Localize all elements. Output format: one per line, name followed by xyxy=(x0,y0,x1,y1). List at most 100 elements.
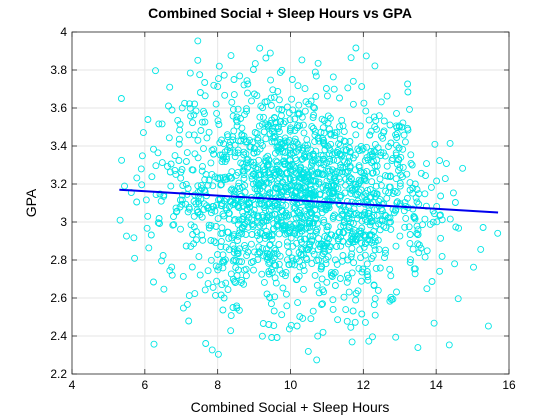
scatter-point xyxy=(260,128,268,136)
scatter-point xyxy=(268,211,276,219)
scatter-point xyxy=(436,267,444,275)
scatter-point xyxy=(308,158,316,166)
scatter-point xyxy=(333,157,341,165)
scatter-point xyxy=(144,116,152,123)
scatter-point xyxy=(273,201,281,209)
scatter-point xyxy=(192,107,200,115)
scatter-point xyxy=(182,200,190,208)
scatter-point xyxy=(298,224,306,232)
scatter-point xyxy=(212,291,219,299)
scatter-point xyxy=(391,188,399,195)
scatter-point xyxy=(197,127,205,134)
scatter-point xyxy=(164,162,171,170)
scatter-point xyxy=(298,171,306,179)
scatter-point xyxy=(340,128,348,136)
scatter-point xyxy=(218,224,226,232)
scatter-point xyxy=(369,169,376,177)
scatter-point xyxy=(386,172,394,180)
scatter-point xyxy=(230,277,238,285)
scatter-point xyxy=(167,160,175,168)
scatter-point xyxy=(233,113,241,121)
scatter-point xyxy=(263,213,271,220)
scatter-point xyxy=(365,337,373,345)
scatter-point xyxy=(235,179,243,187)
scatter-point xyxy=(386,297,394,305)
scatter-point xyxy=(275,241,283,248)
scatter-point xyxy=(319,250,327,258)
scatter-point xyxy=(396,163,404,171)
scatter-point xyxy=(312,227,320,234)
scatter-point xyxy=(286,127,294,135)
scatter-point xyxy=(371,62,379,70)
x-tick-label: 6 xyxy=(141,378,148,392)
scatter-point xyxy=(320,129,328,137)
scatter-point xyxy=(298,184,306,192)
scatter-point xyxy=(382,212,390,220)
scatter-point xyxy=(267,94,275,102)
scatter-point xyxy=(421,215,429,223)
scatter-point xyxy=(348,338,356,346)
scatter-point xyxy=(370,301,378,309)
scatter-point xyxy=(285,211,293,219)
scatter-point xyxy=(410,214,418,222)
scatter-point xyxy=(154,149,162,157)
scatter-point xyxy=(252,178,260,186)
scatter-point xyxy=(270,245,278,253)
scatter-point xyxy=(347,323,355,331)
scatter-point xyxy=(371,238,379,246)
scatter-point xyxy=(259,320,267,327)
scatter-point xyxy=(278,66,286,74)
scatter-point xyxy=(377,181,385,189)
scatter-point xyxy=(230,76,238,83)
scatter-point xyxy=(220,71,228,79)
scatter-point xyxy=(300,267,308,275)
scatter-point xyxy=(240,151,248,159)
scatter-point xyxy=(323,223,331,231)
scatter-point xyxy=(363,218,371,226)
scatter-point xyxy=(238,276,246,284)
scatter-point xyxy=(368,255,376,263)
scatter-point xyxy=(262,135,270,143)
scatter-point xyxy=(142,196,150,204)
scatter-point xyxy=(243,195,251,203)
scatter-point xyxy=(182,242,190,250)
scatter-point xyxy=(190,212,198,220)
scatter-point xyxy=(233,272,241,279)
scatter-point xyxy=(155,215,163,222)
scatter-point xyxy=(349,77,357,85)
scatter-point xyxy=(423,285,431,293)
scatter-point xyxy=(389,190,397,198)
scatter-point xyxy=(318,204,325,212)
scatter-point xyxy=(185,205,193,213)
scatter-point xyxy=(186,100,194,108)
scatter-point xyxy=(446,215,454,223)
scatter-point xyxy=(271,293,279,301)
scatter-point xyxy=(373,156,381,164)
scatter-point xyxy=(178,166,186,173)
scatter-point xyxy=(331,256,339,264)
scatter-point xyxy=(375,246,383,254)
scatter-point xyxy=(431,140,439,148)
scatter-point xyxy=(400,131,408,139)
scatter-point xyxy=(406,179,414,187)
scatter-point xyxy=(270,113,278,121)
scatter-point xyxy=(282,290,290,298)
scatter-point xyxy=(382,224,390,232)
scatter-point xyxy=(318,301,326,308)
scatter-point xyxy=(234,232,242,240)
scatter-point xyxy=(290,210,298,218)
scatter-point xyxy=(281,183,289,191)
scatter-point xyxy=(299,262,307,269)
scatter-point xyxy=(241,182,249,189)
scatter-point xyxy=(266,294,274,301)
scatter-point xyxy=(358,239,366,247)
scatter-point xyxy=(406,231,414,238)
scatter-point xyxy=(166,168,174,176)
scatter-point xyxy=(214,215,222,223)
scatter-point xyxy=(244,156,252,164)
scatter-point xyxy=(327,182,335,190)
scatter-point xyxy=(217,237,225,245)
scatter-point xyxy=(357,277,365,285)
scatter-point xyxy=(274,87,282,95)
scatter-point xyxy=(406,239,414,247)
